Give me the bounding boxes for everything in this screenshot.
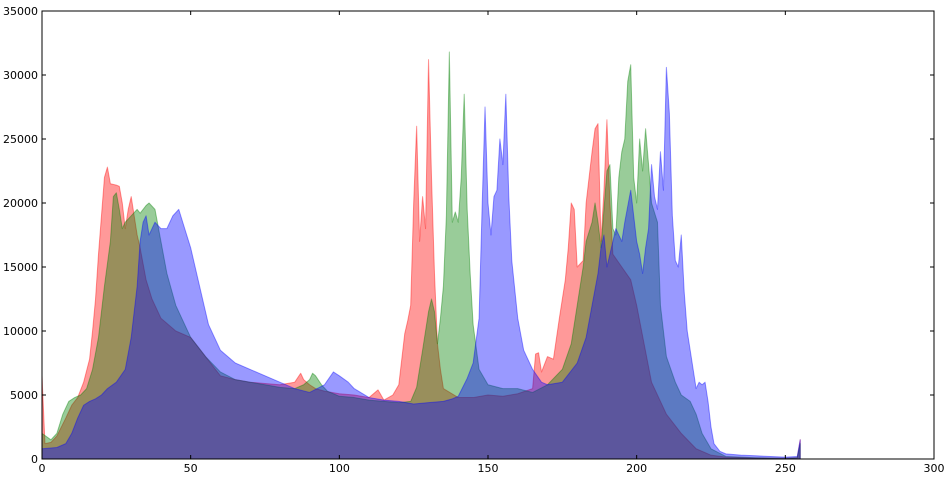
series-area-1 [41, 59, 801, 460]
y-tick-label: 35000 [3, 5, 38, 18]
y-tick-label: 20000 [3, 197, 38, 210]
series-layer [41, 51, 801, 460]
series-area-3 [41, 66, 801, 460]
x-tick-label: 100 [329, 462, 350, 475]
tick-layer: 0 50 100 150 200 250 300 0 5000 10000 15000 20000 25… [3, 5, 945, 475]
x-tick-label: 150 [478, 462, 499, 475]
y-tick-label: 0 [31, 453, 38, 466]
series-area-2 [41, 51, 801, 460]
x-tick-label: 200 [626, 462, 647, 475]
y-tick-label: 5000 [10, 389, 38, 402]
y-tick-label: 10000 [3, 325, 38, 338]
x-tick-label: 250 [775, 462, 796, 475]
y-tick-label: 30000 [3, 69, 38, 82]
y-tick-label: 15000 [3, 261, 38, 274]
x-tick-label: 0 [39, 462, 46, 475]
x-tick-label: 50 [184, 462, 198, 475]
x-tick-label: 300 [924, 462, 945, 475]
y-tick-label: 25000 [3, 133, 38, 146]
